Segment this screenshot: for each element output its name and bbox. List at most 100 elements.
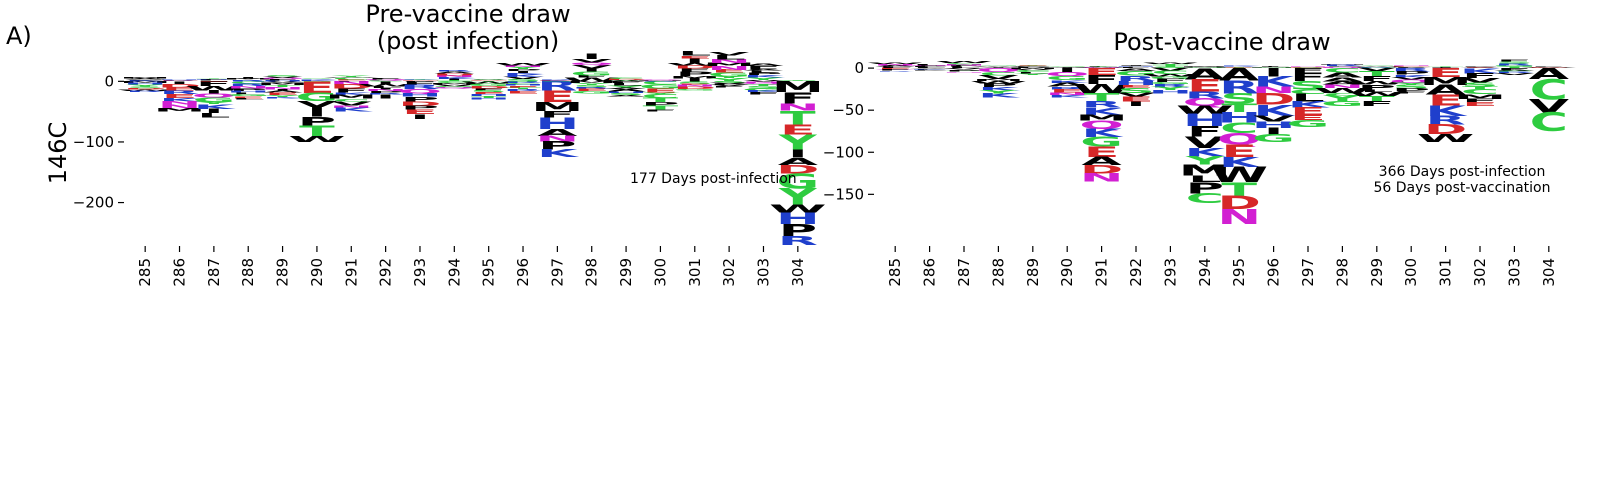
- logo-letter: T: [1221, 101, 1257, 115]
- logo-letter: E: [1462, 67, 1498, 68]
- x-tick-label: 293: [411, 258, 429, 287]
- x-tick-label: 296: [1265, 258, 1283, 287]
- logo-letter: E: [1221, 68, 1257, 69]
- logo-letter: I: [582, 56, 601, 59]
- logo-letter: Q: [1320, 67, 1364, 69]
- logo-letter: V: [331, 100, 372, 106]
- logo-letter: K: [1219, 155, 1261, 171]
- logo-letter: F: [711, 86, 747, 88]
- logo-letter: A: [1460, 67, 1501, 68]
- logo-letter: L: [913, 69, 946, 70]
- logo-letter: P: [298, 114, 336, 129]
- logo-letter: C: [229, 81, 267, 84]
- logo-letter: M: [119, 81, 171, 84]
- logo-letter: Q: [1183, 96, 1227, 108]
- y-axis: 0 −50 −100 −150: [823, 59, 874, 203]
- logo-letter: Y: [978, 90, 1019, 95]
- logo-letter: N: [1286, 66, 1330, 67]
- x-tick-label: 287: [955, 258, 973, 287]
- logo-letter: N: [1389, 65, 1433, 66]
- x-axis: 285 286 287 288 289 290 291 292 293 294 295 296 297 2…: [136, 246, 807, 287]
- logo-letter: R: [537, 79, 577, 80]
- x-tick-label: 291: [342, 258, 360, 287]
- logo-letter: T: [1462, 86, 1499, 90]
- logo-letter: V: [1150, 67, 1191, 72]
- logo-letter: T: [746, 84, 782, 87]
- logo-letter: E: [162, 86, 198, 92]
- logo-letter: I: [204, 108, 223, 115]
- logo-letter: E: [1290, 106, 1326, 118]
- logo-letter: V: [572, 58, 613, 63]
- logo-letter: R: [1219, 77, 1259, 98]
- logo-letter: V: [1460, 77, 1501, 84]
- logo-letter: S: [298, 81, 336, 82]
- logo-letter: L: [1360, 89, 1393, 93]
- logo-letter: S: [264, 75, 302, 77]
- logo-letter: T: [643, 97, 680, 104]
- logo-letter: M: [1179, 67, 1231, 68]
- logo-letter: L: [913, 64, 946, 65]
- logo-letter: W: [1210, 163, 1268, 187]
- logo-letter: M: [531, 100, 583, 114]
- logo-letter: S: [470, 79, 508, 80]
- x-tick-label: 296: [514, 258, 532, 287]
- logo-letter: G: [570, 71, 613, 77]
- logo-letter: F: [746, 65, 782, 68]
- logo-letter: G: [708, 72, 751, 78]
- logo-letter: P: [1186, 179, 1224, 197]
- logo-letter: K: [1460, 67, 1503, 75]
- logo-letter: D: [1080, 163, 1123, 176]
- logo-letter: R: [1391, 67, 1431, 72]
- x-tick-label: 294: [445, 258, 463, 287]
- logo-letter: C: [1151, 70, 1189, 75]
- logo-letter: R: [778, 234, 818, 248]
- logo-letter: S: [573, 85, 611, 89]
- logo-letter: F: [1153, 78, 1189, 83]
- panel-title: Post-vaccine draw: [1113, 28, 1330, 56]
- logo-letter: Q: [1045, 72, 1089, 78]
- logo-letter: W: [1520, 67, 1578, 68]
- logo-letter: E: [265, 92, 301, 96]
- logo-letter: I: [685, 57, 704, 65]
- logo-letter: V: [297, 99, 338, 109]
- logo-letter: I: [376, 95, 395, 99]
- logo-letter: Q: [570, 62, 614, 66]
- logo-letter: I: [685, 78, 704, 83]
- logo-letter: F: [946, 65, 982, 67]
- logo-letter: W: [494, 63, 552, 67]
- logo-letter: R: [640, 81, 680, 82]
- logo-letter: Y: [709, 77, 750, 82]
- logo-letter: R: [125, 91, 165, 93]
- logo-letter: C: [1323, 67, 1361, 74]
- logo-letter: G: [1493, 65, 1536, 67]
- logo-letter: C: [1358, 65, 1396, 66]
- logo-letter: E: [402, 108, 438, 116]
- logo-letter: D: [1252, 90, 1295, 108]
- logo-letter: M: [566, 81, 618, 84]
- logo-letter: K: [1253, 102, 1296, 120]
- logo-letter: G: [1252, 133, 1295, 145]
- logo-letter: P: [710, 84, 748, 86]
- logo-letter: Q: [638, 79, 682, 80]
- logo-letter: A: [125, 79, 166, 80]
- logo-letter: I: [204, 90, 223, 95]
- logo-letter: A: [606, 89, 647, 93]
- logo-letter: L: [232, 98, 265, 100]
- x-tick-label: 289: [274, 258, 292, 287]
- logo-letter: A: [743, 69, 784, 71]
- logo-letter: H: [604, 91, 648, 93]
- logo-letter: R: [1116, 74, 1156, 83]
- logo-letter: H: [158, 79, 202, 80]
- logo-letter: C: [979, 71, 1017, 76]
- logo-letter: T: [1497, 66, 1534, 68]
- logo-letter: Q: [1079, 118, 1123, 131]
